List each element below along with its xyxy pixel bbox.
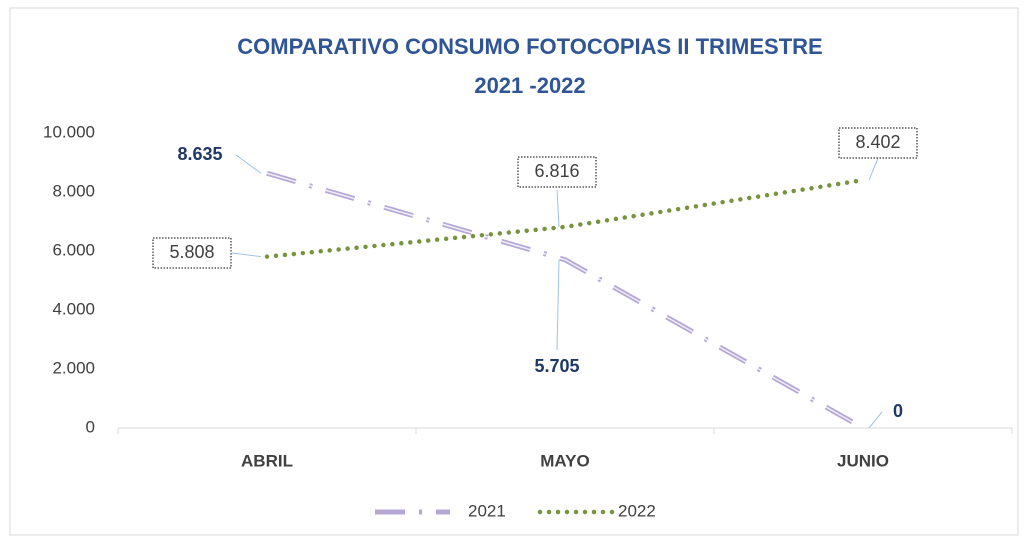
data-label: 6.816: [534, 161, 579, 181]
leader-line: [235, 154, 262, 174]
data-label: 5.705: [534, 356, 579, 376]
leader-line: [556, 259, 560, 351]
chart-title: 2021 -2022: [474, 73, 585, 98]
y-tick-label: 6.000: [52, 240, 95, 259]
legend-label: 2021: [468, 501, 506, 520]
data-label: 5.808: [169, 242, 214, 262]
legend-label: 2022: [618, 501, 656, 520]
x-tick-label: MAYO: [540, 451, 589, 470]
label-box: [838, 127, 918, 159]
leader-line: [556, 189, 560, 227]
leader-line: [868, 411, 883, 429]
leader-line: [231, 252, 262, 258]
data-label: 0: [893, 401, 903, 421]
series-line-inner: [266, 172, 864, 429]
y-tick-label: 2.000: [52, 358, 95, 377]
label-box: [152, 237, 232, 269]
y-tick-label: 0: [86, 417, 95, 436]
data-label: 8.402: [855, 132, 900, 152]
chart-frame: [9, 7, 1019, 536]
leader-line: [868, 157, 879, 181]
y-tick-label: 8.000: [52, 181, 95, 200]
chart-title: COMPARATIVO CONSUMO FOTOCOPIAS II TRIMES…: [237, 34, 822, 59]
x-tick-label: ABRIL: [241, 451, 293, 470]
y-tick-label: 10.000: [43, 122, 95, 141]
x-tick-label: JUNIO: [837, 451, 889, 470]
series-line: [264, 177, 866, 259]
y-tick-label: 4.000: [52, 299, 95, 318]
label-box: [517, 156, 597, 188]
data-label: 8.635: [177, 144, 222, 164]
